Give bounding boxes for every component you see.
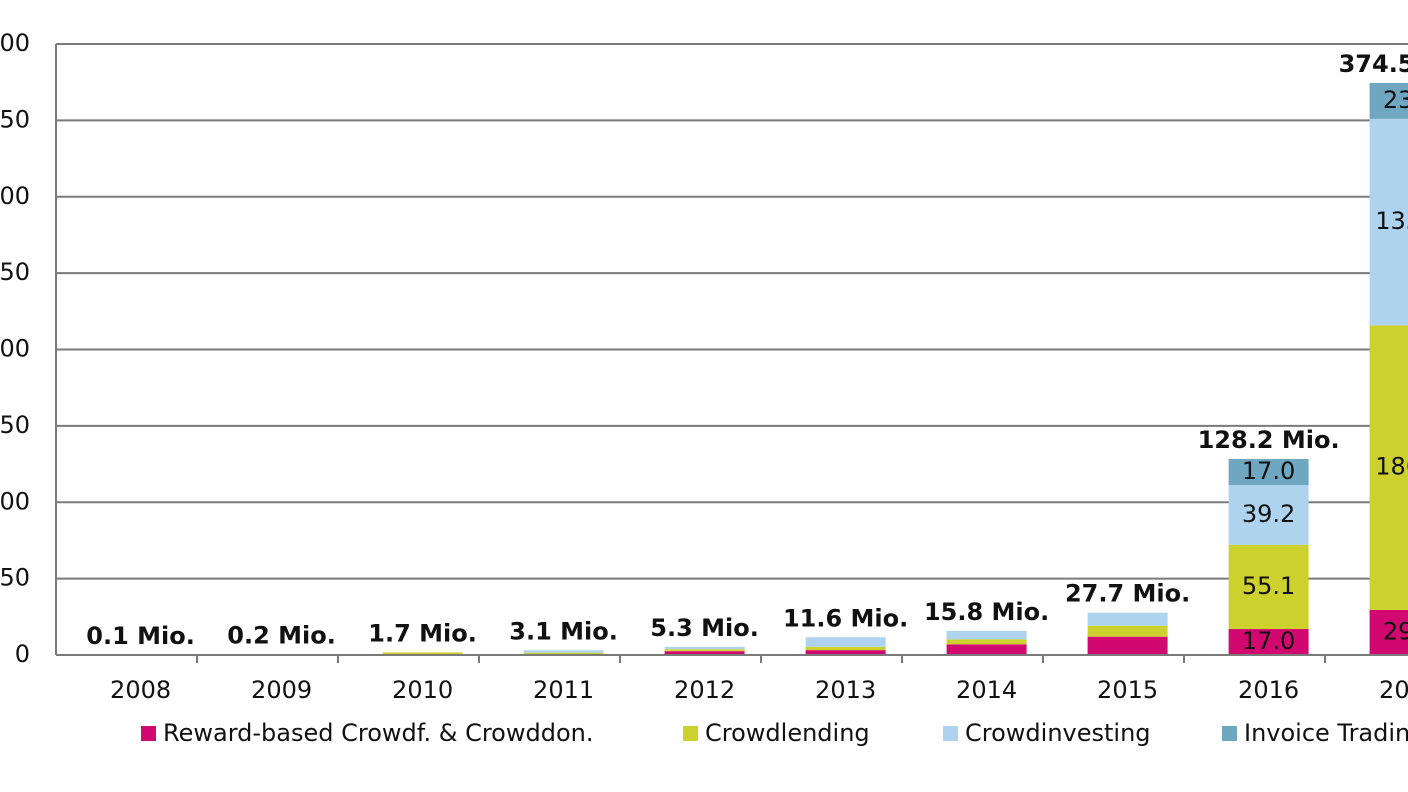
y-tick-label: 200 (0, 335, 30, 363)
total-label: 374.5 Mio. (1339, 50, 1408, 78)
total-label: 0.2 Mio. (227, 622, 336, 650)
y-tick-label: 250 (0, 258, 30, 286)
bar-segment (523, 652, 604, 655)
legend-swatch (683, 726, 698, 741)
total-label: 128.2 Mio. (1198, 426, 1340, 454)
y-tick-label: 50 (0, 564, 30, 592)
bar-segment (664, 651, 745, 655)
x-tick-label: 2016 (1238, 676, 1299, 704)
y-tick-label: 400 (0, 29, 30, 57)
segment-label: 17.0 (1242, 627, 1295, 655)
total-label: 11.6 Mio. (783, 604, 908, 632)
y-tick-label: 0 (15, 640, 30, 668)
y-tick-label: 100 (0, 487, 30, 515)
legend-swatch (943, 726, 958, 741)
bar-segment (1087, 612, 1168, 626)
segment-label: 55.1 (1242, 572, 1295, 600)
x-tick-label: 2014 (956, 676, 1017, 704)
bar-segment (1369, 82, 1408, 119)
total-label: 27.7 Mio. (1065, 580, 1190, 608)
x-tick-label: 2012 (674, 676, 735, 704)
bar-segment (1228, 484, 1309, 545)
bar-segment (1087, 625, 1168, 637)
bar-segment (523, 650, 604, 653)
total-label: 15.8 Mio. (924, 598, 1049, 626)
x-tick-label: 2017 (1379, 676, 1408, 704)
bar-segment (946, 639, 1027, 645)
bar-segment (805, 650, 886, 655)
y-tick-label: 350 (0, 105, 30, 133)
bar-segment (805, 646, 886, 651)
legend-label: Reward-based Crowdf. & Crowddon. (163, 719, 593, 747)
bar-segment (382, 652, 463, 655)
y-tick-label: 150 (0, 411, 30, 439)
bar-segment (1369, 609, 1408, 655)
x-tick-label: 2009 (251, 676, 312, 704)
bar-segment (664, 649, 745, 652)
total-label: 1.7 Mio. (368, 619, 477, 647)
bar-segment (1228, 459, 1309, 485)
x-tick-label: 2010 (392, 676, 453, 704)
x-tick-label: 2013 (815, 676, 876, 704)
x-tick-label: 2015 (1097, 676, 1158, 704)
bar-segment (1087, 636, 1168, 655)
segment-label: 17.0 (1242, 457, 1295, 485)
legend-swatch (141, 726, 156, 741)
x-tick-label: 2011 (533, 676, 594, 704)
bar-segment (664, 646, 745, 650)
segment-label: 186.3 (1375, 453, 1408, 481)
segment-label: 29.5 (1383, 617, 1408, 645)
legend-label: Crowdinvesting (965, 719, 1151, 747)
y-tick-label: 300 (0, 182, 30, 210)
bar-segment (805, 637, 886, 647)
bar-segment (946, 630, 1027, 640)
legend-label: Invoice Trading (1244, 719, 1408, 747)
x-tick-label: 2008 (110, 676, 171, 704)
total-label: 0.1 Mio. (86, 622, 195, 650)
segment-label: 23.5 (1383, 86, 1408, 114)
segment-label: 135.2 (1375, 207, 1408, 235)
total-label: 5.3 Mio. (650, 614, 759, 642)
bar-segment (1228, 629, 1309, 655)
bar-segment (1369, 118, 1408, 326)
segment-label: 39.2 (1242, 500, 1295, 528)
legend-swatch (1222, 726, 1237, 741)
bar-segment (1369, 325, 1408, 610)
legend-label: Crowdlending (705, 719, 870, 747)
bar-segment (946, 644, 1027, 655)
total-label: 3.1 Mio. (509, 617, 618, 645)
bar-segment (1228, 544, 1309, 630)
